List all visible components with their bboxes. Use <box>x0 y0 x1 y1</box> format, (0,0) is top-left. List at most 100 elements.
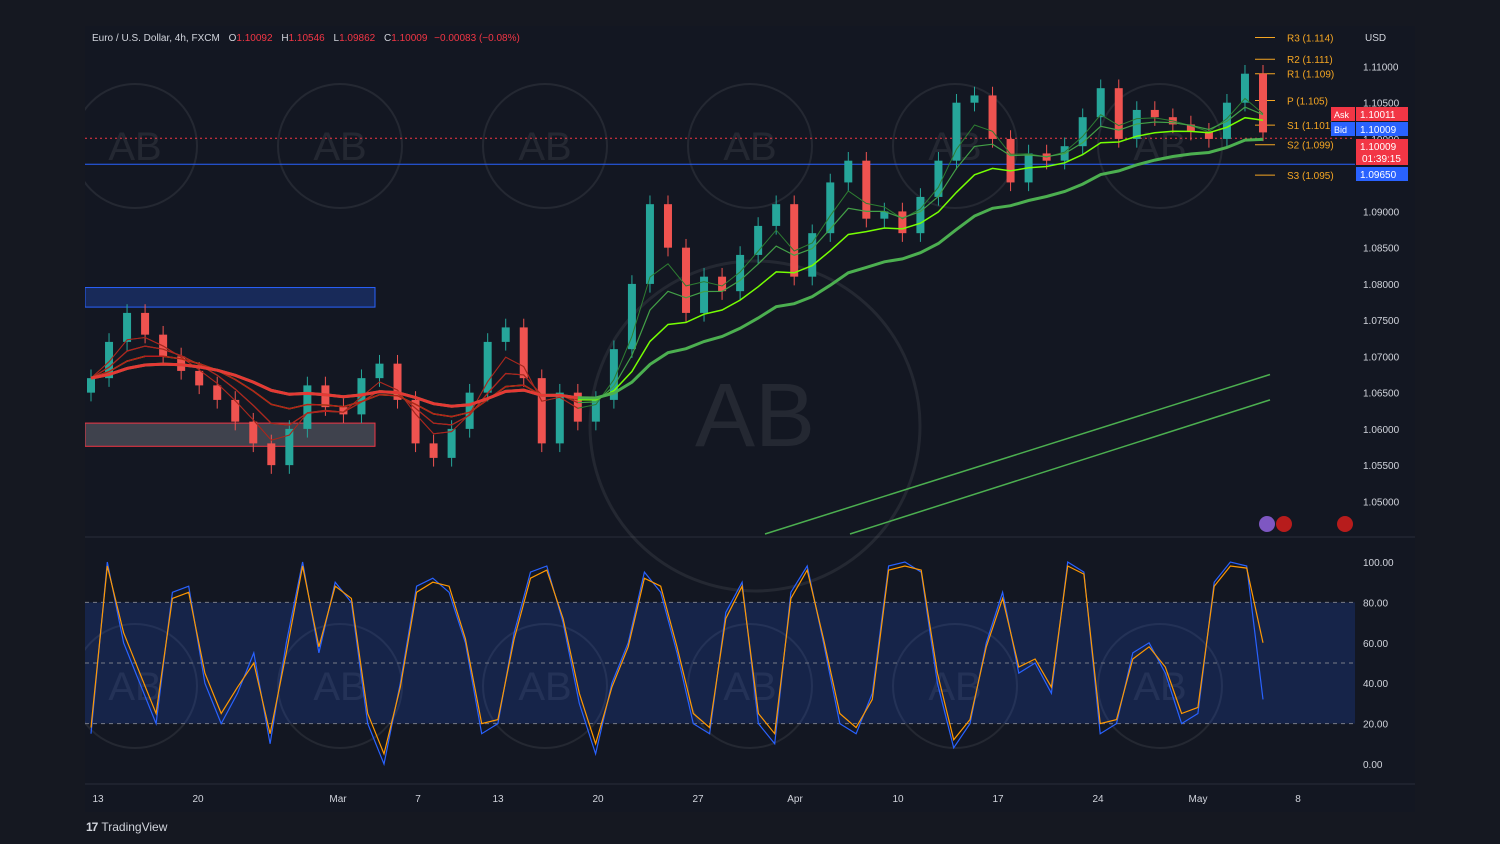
time-tick-label: 27 <box>692 794 704 805</box>
watermark-center-seal <box>588 259 922 593</box>
price-tag-label: Ask <box>1334 110 1350 120</box>
moving-average-bearish-line <box>90 345 579 426</box>
candle-body <box>231 399 240 422</box>
oscillator-tick-label: 60.00 <box>1363 639 1388 650</box>
pivot-label: R3 (1.114) <box>1287 33 1334 44</box>
time-tick-label: 13 <box>492 794 504 805</box>
moving-average-bearish-line <box>90 362 579 408</box>
watermark-seal <box>1097 83 1223 209</box>
time-tick-label: 20 <box>592 794 604 805</box>
price-tick-label: 1.06000 <box>1363 425 1400 436</box>
candle-body <box>285 428 294 466</box>
candle-body <box>447 428 456 458</box>
price-tick-label: 1.05000 <box>1363 497 1400 508</box>
watermark-text: AB <box>313 125 366 169</box>
oscillator-tick-label: 0.00 <box>1363 760 1383 771</box>
candle-body <box>267 443 276 466</box>
candle-body <box>880 211 889 219</box>
chart-frame: ABABABABABABABABABABABABABR3 (1.114)R2 (… <box>85 26 1415 812</box>
watermark-seal <box>85 623 198 749</box>
time-tick-label: 24 <box>1092 794 1104 805</box>
symbol-title: Euro / U.S. Dollar, 4h, FXCM <box>92 33 220 44</box>
watermark-seal <box>482 83 608 209</box>
candle-body <box>465 392 474 429</box>
candle-body <box>1240 73 1249 103</box>
tradingview-mark-icon: 17 <box>86 820 98 834</box>
candle-body <box>123 312 132 342</box>
price-tag-chip <box>1331 107 1355 121</box>
candle-body <box>898 211 907 234</box>
candle-body <box>1150 109 1159 118</box>
candle-body <box>862 160 871 219</box>
high-value: 1.10546 <box>288 33 325 44</box>
candle-body <box>501 327 510 342</box>
price-tick-label: 1.11000 <box>1363 62 1399 73</box>
time-tick-label: May <box>1189 794 1208 805</box>
price-tick-label: 1.10500 <box>1363 99 1400 110</box>
watermark-text: AB <box>108 125 161 169</box>
candle-body <box>645 204 654 284</box>
candle-body <box>609 349 618 400</box>
candle-body <box>934 160 943 197</box>
pivot-label: S3 (1.095) <box>1287 171 1334 182</box>
candle-body <box>844 160 853 183</box>
watermark-text: AB <box>518 125 571 169</box>
oscillator-tick-label: 20.00 <box>1363 720 1388 731</box>
price-tag-value: 1.10011 <box>1360 110 1396 121</box>
watermark-seal <box>892 623 1018 749</box>
candle-body <box>249 421 258 444</box>
price-tag-value: 1.10009 <box>1360 125 1397 136</box>
candle-body <box>105 341 114 379</box>
price-tick-label: 1.07500 <box>1363 316 1400 327</box>
candle-body <box>375 363 384 379</box>
stochastic-k-line <box>90 560 1264 767</box>
candle-body <box>700 276 709 313</box>
watermark-seal <box>687 83 813 209</box>
price-tag-chip <box>1331 122 1355 136</box>
chart-canvas[interactable]: ABABABABABABABABABABABABABR3 (1.114)R2 (… <box>85 26 1415 812</box>
candle-body <box>916 196 925 234</box>
candle-body <box>411 399 420 444</box>
candle-body <box>573 392 582 422</box>
candle-body <box>519 327 528 379</box>
candle-body <box>195 370 204 386</box>
moving-average-line <box>90 106 1264 426</box>
oscillator-tick-label: 80.00 <box>1363 598 1388 609</box>
support-zone <box>85 422 376 447</box>
time-axis: 13 20 Mar 7 13 20 27 Apr 10 17 24 May 8 <box>92 794 1301 805</box>
candle-body <box>772 204 781 226</box>
candle-body <box>988 95 997 139</box>
price-tag-box <box>1356 122 1408 136</box>
candle-body <box>663 204 672 248</box>
price-tag-value: 1.10009 <box>1360 142 1397 153</box>
candle-body <box>339 407 348 415</box>
price-tag-box <box>1356 167 1408 181</box>
watermark-center-text: AB <box>695 366 815 466</box>
price-tag-box <box>1356 107 1408 121</box>
price-tag-countdown: 01:39:15 <box>1362 154 1401 165</box>
price-tick-label: 1.09000 <box>1363 207 1400 218</box>
time-tick-label: 17 <box>992 794 1004 805</box>
lightning-event-icon <box>1259 516 1275 532</box>
time-tick-label: Apr <box>787 794 803 805</box>
price-tick-label: 1.07000 <box>1363 352 1400 363</box>
candle-body <box>1259 73 1267 133</box>
candle-body <box>429 443 438 458</box>
candle-body <box>754 225 763 255</box>
price-tick-label: 1.05500 <box>1363 461 1400 472</box>
watermark-seal <box>687 623 813 749</box>
watermark-seal <box>482 623 608 749</box>
channel-lower-line <box>849 399 1271 535</box>
candle-body <box>627 283 636 350</box>
watermark-text: AB <box>313 665 366 709</box>
tradingview-logo[interactable]: 17 TradingView <box>86 820 168 834</box>
time-tick-label: 10 <box>892 794 904 805</box>
pivot-label: R1 (1.109) <box>1287 70 1334 81</box>
time-tick-label: 7 <box>415 794 421 805</box>
candle-body <box>952 102 961 161</box>
candle-body <box>682 247 691 313</box>
close-value: 1.10009 <box>391 33 428 44</box>
watermark-seal <box>1097 623 1223 749</box>
candle-body <box>1186 124 1195 132</box>
low-value: 1.09862 <box>339 33 376 44</box>
